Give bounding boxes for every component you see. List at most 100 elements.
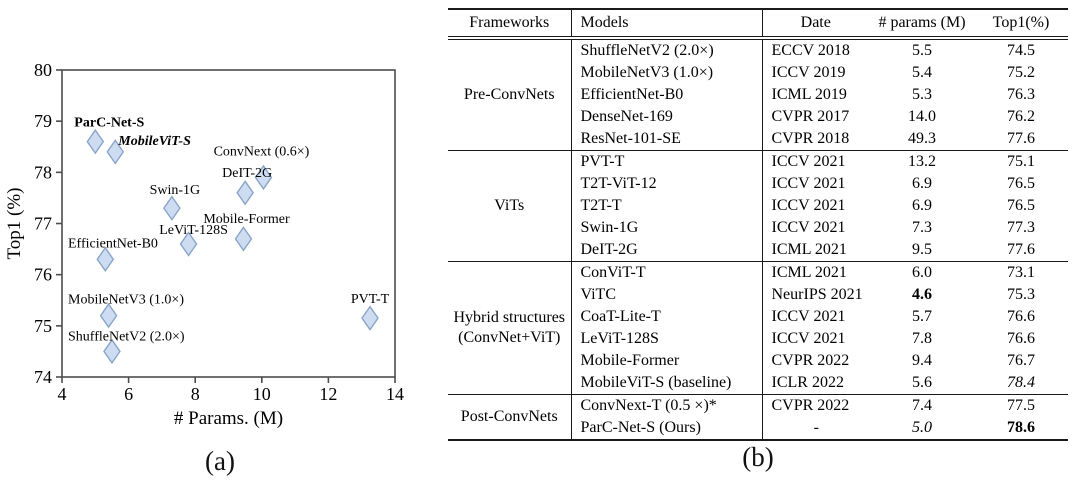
cell-top1: 77.6 (1007, 241, 1035, 258)
scatter-panel: 4 6 8 10 12 14 74 75 76 77 78 79 80 # Params. (M) Top1… (0, 0, 440, 482)
y-axis-tick-label: 80 (34, 60, 52, 80)
cell-model: T2T-T (571, 195, 763, 217)
cell-top1: 76.5 (1007, 197, 1035, 214)
table-row: DeIT-2G ICML 2021 9.5 77.6 (448, 239, 1068, 262)
cell-top1: 75.2 (1007, 64, 1035, 81)
data-point-marker (99, 302, 118, 329)
cell-params: 14.0 (908, 108, 936, 125)
cell-model: MobileNetV3 (1.0×) (571, 62, 763, 84)
cell-framework: Pre-ConvNets (448, 37, 572, 151)
x-axis-tick-label: 12 (319, 384, 337, 404)
data-point-marker (96, 246, 115, 273)
data-point-label: PVT-T (351, 292, 390, 307)
data-point-label: DeIT-2G (222, 166, 272, 181)
cell-model: LeViT-128S (571, 328, 763, 350)
data-point-marker (163, 195, 181, 221)
y-axis-tick-label: 77 (34, 214, 52, 234)
cell-model: CoaT-Lite-T (571, 306, 763, 328)
scatter-plot: 4 6 8 10 12 14 74 75 76 77 78 79 80 # Params. (M) Top1… (4, 60, 404, 429)
cell-params: 5.3 (912, 86, 932, 103)
cell-top1: 76.6 (1007, 330, 1035, 347)
cell-date: ICCV 2021 (771, 308, 846, 325)
cell-framework: Post-ConvNets (448, 394, 572, 440)
cell-date: CVPR 2018 (771, 130, 850, 147)
cell-top1: 76.5 (1007, 175, 1035, 192)
cell-model: T2T-ViT-12 (571, 173, 763, 195)
table-row: Mobile-Former CVPR 2022 9.4 76.7 (448, 350, 1068, 372)
cell-model: DeIT-2G (571, 239, 763, 262)
col-header-params: # params (M) (878, 14, 966, 31)
table-row: Pre-ConvNets ShuffleNetV2 (2.0×) ECCV 2018… (448, 37, 1068, 151)
col-header-date: Date (800, 14, 831, 31)
data-point-label: MobileNetV3 (1.0×) (68, 293, 184, 308)
cell-params: 6.9 (912, 175, 932, 192)
cell-date: ICCV 2021 (771, 330, 846, 347)
cell-params: 5.4 (912, 64, 932, 81)
cell-date: NeurIPS 2021 (771, 286, 863, 303)
cell-top1: 75.3 (1007, 286, 1035, 303)
cell-params: 5.0 (912, 419, 932, 436)
table-row: MobileViT-S (baseline) ICLR 2022 5.6 78.4 (448, 372, 1068, 395)
col-header-models: Models (571, 9, 763, 38)
x-axis-label: # Params. (M) (174, 408, 283, 429)
cell-date: ICCV 2019 (771, 64, 846, 81)
cell-date: ICCV 2021 (762, 150, 870, 173)
cell-params: 9.4 (912, 352, 932, 369)
cell-date: ICML 2021 (771, 241, 847, 258)
table-row: Swin-1G ICCV 2021 7.3 77.3 (448, 217, 1068, 239)
data-point-marker (236, 180, 255, 206)
cell-top1: 77.6 (1007, 130, 1035, 147)
caption-b: (b) (742, 442, 774, 472)
table-row: ParC-Net-S (Ours) - 5.0 78.6 (448, 417, 1068, 440)
cell-model: ViTC (571, 284, 763, 306)
x-axis-tick-label: 10 (253, 384, 271, 404)
table-row: MobileNetV3 (1.0×) ICCV 2019 5.4 75.2 (448, 62, 1068, 84)
table-row: T2T-T ICCV 2021 6.9 76.5 (448, 195, 1068, 217)
cell-params: 9.5 (912, 241, 932, 258)
data-point-marker (106, 139, 125, 165)
cell-top1: 73.1 (974, 261, 1068, 284)
caption-a: (a) (205, 446, 235, 476)
table-row: ResNet-101-SE CVPR 2018 49.3 77.6 (448, 128, 1068, 151)
data-point-label: LeViT-128S (159, 223, 228, 238)
table-row: CoaT-Lite-T ICCV 2021 5.7 76.6 (448, 306, 1068, 328)
cell-top1: 74.5 (974, 37, 1068, 62)
cell-model: ConvNext-T (0.5 ×)* (571, 394, 763, 417)
data-point-label: ShuffleNetV2 (2.0×) (68, 329, 185, 344)
cell-date: - (813, 419, 819, 436)
cell-model: PVT-T (571, 150, 763, 173)
cell-date: CVPR 2022 (771, 352, 850, 369)
data-point-marker (179, 231, 198, 257)
cell-params: 49.3 (908, 130, 936, 147)
data-point-label: ParC-Net-S (74, 116, 144, 131)
cell-params: 5.7 (912, 308, 932, 325)
table-row: Post-ConvNets ConvNext-T (0.5 ×)* CVPR 202… (448, 394, 1068, 440)
cell-top1: 77.5 (974, 394, 1068, 417)
results-table: Frameworks Models Date # params (M) Top1… (448, 8, 1068, 441)
cell-top1: 75.1 (974, 150, 1068, 173)
data-point-label: EfficientNet-B0 (68, 236, 158, 251)
cell-params: 4.6 (912, 286, 932, 303)
col-header-top1: Top1(%) (992, 14, 1050, 31)
cell-top1: 76.3 (1007, 86, 1035, 103)
cell-date: ICML 2019 (771, 86, 847, 103)
cell-top1: 76.6 (1007, 308, 1035, 325)
data-point-marker (361, 305, 379, 331)
cell-framework: Hybrid structures (ConvNet+ViT) (448, 261, 572, 395)
cell-top1: 76.7 (1007, 352, 1035, 369)
cell-model: DenseNet-169 (571, 106, 763, 128)
cell-top1: 76.2 (1007, 108, 1035, 125)
cell-params: 6.0 (870, 261, 974, 284)
data-point-label: MobileViT-S (117, 134, 191, 149)
y-axis-tick-label: 78 (34, 162, 52, 182)
cell-model: MobileViT-S (baseline) (571, 372, 763, 395)
data-point-marker (103, 338, 121, 365)
data-point-marker (254, 164, 273, 191)
cell-model: Swin-1G (571, 217, 763, 239)
cell-date: ICCV 2021 (771, 219, 846, 236)
x-axis-tick-label: 14 (386, 384, 404, 404)
x-axis-tick-label: 6 (124, 384, 133, 404)
data-point-marker (234, 226, 253, 252)
cell-params: 13.2 (870, 150, 974, 173)
table-row: Hybrid structures (ConvNet+ViT) ConViT-T IC… (448, 261, 1068, 395)
